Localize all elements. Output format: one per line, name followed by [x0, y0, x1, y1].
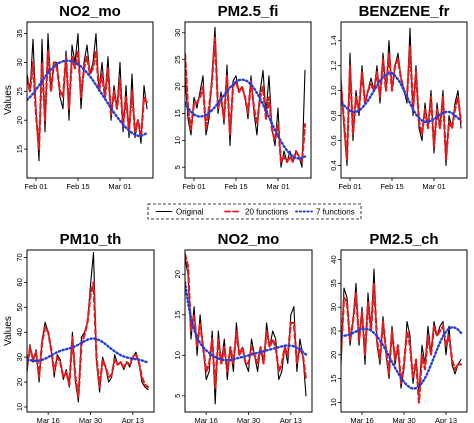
- series-line-20-functions: [27, 49, 149, 151]
- chart-title: PM10_th: [60, 231, 122, 248]
- y-tick-label: 1.0: [329, 85, 338, 95]
- y-tick-label: 50: [15, 303, 24, 311]
- series-line-7-functions: [185, 78, 307, 160]
- y-tick-label: 25: [329, 327, 338, 335]
- y-tick-label: 40: [329, 255, 338, 263]
- series-line-7-functions: [185, 281, 308, 362]
- x-tick-label: Mar 30: [237, 416, 260, 423]
- y-tick-label: 20: [173, 270, 182, 278]
- y-tick-label: 0.8: [329, 110, 338, 120]
- series-line-20-functions: [341, 282, 463, 404]
- y-tick-label: 1.2: [329, 60, 338, 70]
- x-tick-label: Feb 01: [338, 182, 361, 191]
- y-tick-label: 15: [15, 145, 24, 153]
- series-line-7-functions: [341, 71, 463, 124]
- y-axis-label: Values: [3, 85, 14, 115]
- x-tick-label: Mar 16: [36, 416, 59, 423]
- legend: Original 20 functions 7 functions: [147, 203, 362, 220]
- y-tick-label: 1.4: [329, 36, 338, 46]
- chart-title: PM2.5_ch: [369, 231, 438, 248]
- series-line-7-functions: [27, 337, 150, 364]
- y-tick-label: 10: [15, 403, 24, 411]
- y-tick-label: 70: [15, 253, 24, 261]
- legend-label: 20 functions: [245, 208, 288, 217]
- y-tick-label: 20: [329, 351, 338, 359]
- chart-title: PM2.5_fi: [218, 3, 279, 20]
- y-tick-label: 20: [15, 116, 24, 124]
- chart-panel-5: NO2_mo 5 10 15 20 Mar 16 Mar 30 Apr 13: [173, 231, 313, 423]
- series-line-original: [27, 33, 148, 162]
- x-tick-label: Apr 13: [435, 416, 457, 423]
- series-line-20-functions: [341, 45, 463, 161]
- y-tick-label: 25: [15, 87, 24, 95]
- y-tick-label: 25: [173, 55, 182, 63]
- x-tick-label: Feb 15: [66, 182, 89, 191]
- y-tick-label: 10: [173, 351, 182, 359]
- y-tick-label: 15: [173, 311, 182, 319]
- y-tick-label: 10: [173, 136, 182, 144]
- plot-frame: [26, 21, 154, 179]
- x-tick-label: Feb 15: [224, 182, 247, 191]
- chart-title: NO2_mo: [59, 3, 121, 20]
- legend-box: [147, 203, 362, 220]
- x-tick-label: Mar 01: [266, 182, 289, 191]
- x-tick-label: Feb 15: [380, 182, 403, 191]
- plot-frame: [340, 21, 468, 179]
- plot-frame: [184, 249, 313, 413]
- series-line-20-functions: [27, 281, 150, 399]
- y-tick-label: 15: [173, 109, 182, 117]
- chart-panel-2: PM2.5_fi 5 10 15 20 25 30 Feb 01 Feb 15 Mar 01: [173, 3, 312, 191]
- y-tick-label: 0.6: [329, 135, 338, 145]
- x-tick-label: Mar 01: [422, 182, 445, 191]
- y-tick-label: 35: [15, 29, 24, 37]
- plot-frame: [184, 21, 312, 179]
- series-line-20-functions: [185, 253, 308, 389]
- x-tick-label: Feb 01: [182, 182, 205, 191]
- x-tick-label: Apr 13: [280, 416, 302, 423]
- y-tick-label: 20: [173, 82, 182, 90]
- chart-title: NO2_mo: [218, 231, 280, 248]
- series-line-original: [185, 257, 307, 405]
- x-tick-label: Apr 13: [122, 416, 144, 423]
- y-tick-label: 20: [15, 378, 24, 386]
- series-line-20-functions: [185, 36, 307, 163]
- y-tick-label: 35: [329, 279, 338, 287]
- x-tick-label: Mar 16: [350, 416, 373, 423]
- x-tick-label: Mar 01: [108, 182, 131, 191]
- chart-panel-1: NO2_mo Values 15 20 25 30 35 Feb 01 Feb 15 Mar 01: [3, 3, 154, 191]
- y-tick-label: 40: [15, 328, 24, 336]
- x-tick-label: Mar 16: [194, 416, 217, 423]
- y-tick-label: 60: [15, 278, 24, 286]
- y-tick-label: 5: [173, 165, 182, 169]
- legend-label: 7 functions: [316, 208, 355, 217]
- y-tick-label: 5: [173, 394, 182, 398]
- series-line-7-functions: [27, 59, 149, 138]
- x-tick-label: Mar 30: [392, 416, 415, 423]
- y-tick-label: 30: [173, 29, 182, 37]
- y-tick-label: 30: [329, 303, 338, 311]
- y-axis-label: Values: [3, 316, 14, 346]
- chart-panel-4: PM10_th Values 10 20 30 40 50 60 70 Mar 16 Mar 30 A…: [3, 231, 155, 423]
- plot-frame: [26, 249, 155, 413]
- y-tick-label: 30: [15, 58, 24, 66]
- y-tick-label: 30: [15, 353, 24, 361]
- chart-panel-6: PM2.5_ch 10 15 20 25 30 35 40 Mar 16 Mar 30 Apr 13: [329, 231, 468, 423]
- chart-title: BENZENE_fr: [359, 3, 450, 20]
- y-tick-label: 10: [329, 398, 338, 406]
- legend-label: Original: [176, 208, 204, 217]
- y-tick-label: 0.4: [329, 160, 338, 170]
- y-tick-label: 15: [329, 374, 338, 382]
- x-tick-label: Mar 30: [79, 416, 102, 423]
- chart-panel-3: BENZENE_fr 0.4 0.6 0.8 1.0 1.2 1.4 Feb 01 Feb 15…: [329, 3, 468, 191]
- x-tick-label: Feb 01: [24, 182, 47, 191]
- series-line-7-functions: [341, 326, 463, 390]
